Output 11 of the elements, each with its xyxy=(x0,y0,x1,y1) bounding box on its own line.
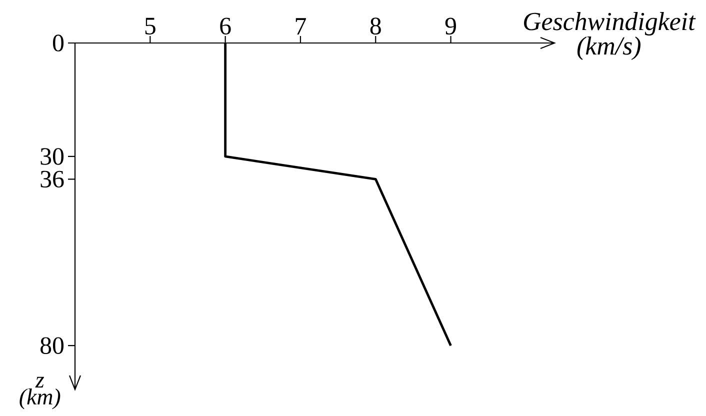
y-tick-label: 80 xyxy=(40,337,64,354)
x-tick-label: 6 xyxy=(220,18,231,34)
x-axis-title: Geschwindigkeit (km/s) xyxy=(524,12,696,60)
x-tick-label: 7 xyxy=(296,18,306,34)
y-tick-label: 36 xyxy=(40,170,64,188)
x-tick-label: 5 xyxy=(145,18,156,34)
x-tick-label: 9 xyxy=(445,18,456,34)
y-tick-label: 30 xyxy=(40,148,64,165)
y-tick-label: 0 xyxy=(52,34,64,52)
y-axis-title: z (km) xyxy=(20,376,60,410)
x-tick-label: 8 xyxy=(370,18,381,34)
